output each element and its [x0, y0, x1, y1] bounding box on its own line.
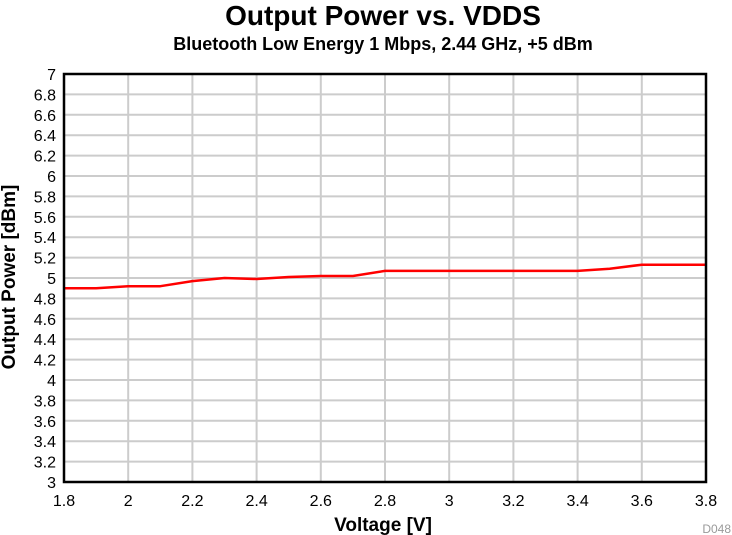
x-tick-label: 2.4 [245, 493, 267, 510]
chart-subtitle: Bluetooth Low Energy 1 Mbps, 2.44 GHz, +… [173, 34, 593, 54]
x-tick-label: 2.8 [374, 493, 396, 510]
x-tick-label: 3.8 [695, 493, 717, 510]
y-tick-label: 3.6 [34, 414, 56, 431]
x-tick-label: 2 [124, 493, 133, 510]
y-tick-label: 4 [47, 373, 56, 390]
data-series [64, 263, 706, 290]
figure-id: D048 [702, 522, 731, 535]
y-tick-label: 5.8 [34, 189, 56, 206]
y-tick-label: 6.6 [34, 108, 56, 125]
y-tick-label: 4.4 [34, 332, 56, 349]
y-tick-label: 4.2 [34, 353, 56, 370]
y-tick-label: 4.6 [34, 312, 56, 329]
grid [63, 73, 707, 483]
plot-frame [62, 72, 708, 484]
y-tick-label: 3.4 [34, 434, 56, 451]
y-tick-label: 7 [47, 67, 56, 84]
y-axis-ticks: 3 3.2 3.4 3.6 3.8 4 4.2 4.4 4.6 4.8 5 5.2 5.4 5.6 5.8 6… [34, 67, 56, 492]
x-tick-label: 3 [445, 493, 454, 510]
series-line-0 [64, 263, 706, 290]
y-tick-label: 6.2 [34, 149, 56, 166]
x-axis-label: Voltage [V] [334, 515, 432, 535]
chart-title: Output Power vs. VDDS [225, 0, 541, 31]
y-tick-label: 6.4 [34, 128, 56, 145]
x-tick-label: 2.6 [310, 493, 332, 510]
x-tick-label: 3.2 [502, 493, 524, 510]
x-tick-label: 2.2 [181, 493, 203, 510]
y-tick-label: 6 [47, 169, 56, 186]
y-tick-label: 5.4 [34, 230, 56, 247]
y-tick-label: 3 [47, 475, 56, 492]
y-tick-label: 5.6 [34, 210, 56, 227]
y-tick-label: 4.8 [34, 291, 56, 308]
y-tick-label: 5 [47, 271, 56, 288]
x-tick-label: 3.6 [631, 493, 653, 510]
x-tick-label: 1.8 [53, 493, 75, 510]
x-tick-label: 3.4 [566, 493, 588, 510]
y-tick-label: 3.8 [34, 393, 56, 410]
y-tick-label: 5.2 [34, 251, 56, 268]
x-axis-ticks: 1.8 2 2.2 2.4 2.6 2.8 3 3.2 3.4 3.6 3.8 [53, 493, 717, 510]
y-axis-label: Output Power [dBm] [0, 185, 20, 370]
y-tick-label: 3.2 [34, 455, 56, 472]
y-tick-label: 6.8 [34, 87, 56, 104]
